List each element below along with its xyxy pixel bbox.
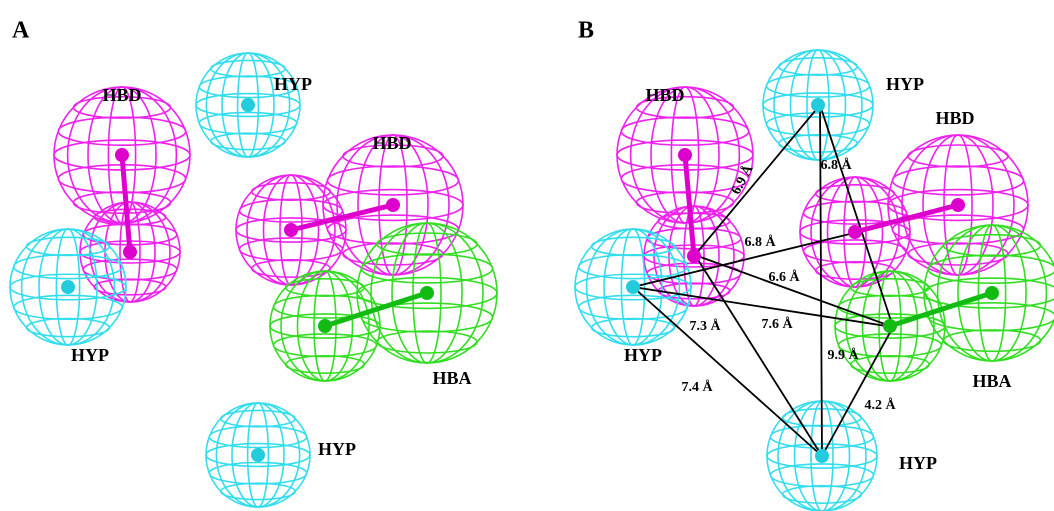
feature-label: HBA [972,371,1011,391]
feature-center [61,280,75,294]
feature-label: HYP [71,345,109,365]
feature-center [284,223,298,237]
sphere-latitude [851,279,930,296]
sphere-latitude [94,279,165,295]
sphere-latitude [221,410,295,426]
feature-center [811,98,825,112]
sphere-latitude [816,262,895,279]
feature-center [687,249,701,263]
sphere-latitude [816,185,895,202]
sphere-latitude [892,166,1023,195]
feature-center [420,286,434,300]
sphere-latitude [579,295,688,319]
feature-center [848,225,862,239]
feature-label: HYP [886,74,924,94]
feature-label: HYP [624,345,662,365]
sphere-latitude [783,486,862,503]
sphere-latitude [943,330,1040,351]
sphere-latitude [579,255,688,279]
feature-label: HBD [372,133,411,153]
distance-label: 6.8 Å [744,234,776,250]
feature-center [951,198,965,212]
sphere-latitude [27,237,110,255]
sphere-latitude [27,318,110,336]
feature-center [626,280,640,294]
feature-label: HYP [899,453,937,473]
distance-line [822,327,893,456]
sphere-latitude [377,331,477,353]
sphere-latitude [327,166,458,195]
sphere-latitude [221,483,295,499]
feature-center [883,319,897,333]
panel-label: A [12,18,30,44]
distance-line [695,105,820,255]
feature-label: HYP [274,74,312,94]
sphere-latitude [58,117,185,145]
feature-center [115,148,129,162]
sphere-latitude [252,260,331,277]
distance-label: 6.6 Å [768,269,800,285]
sphere-latitude [14,295,123,319]
feature-center [678,148,692,162]
sphere-latitude [252,183,331,200]
sphere-latitude [592,318,675,336]
distance-label: 9.9 Å [827,347,859,363]
distance-label: 6.8 Å [820,157,852,173]
feature-label: HBD [935,108,974,128]
feature-center [985,286,999,300]
figure: A B HBD HYP HBD HYP HBA HYP HBD HYP HBD HYP HBA HYP… [0,0,1054,511]
distance-label: 4.2 Å [864,397,896,413]
feature-label: HYP [318,439,356,459]
distance-label: 7.6 Å [761,316,793,332]
feature-center [386,198,400,212]
distance-label: 7.4 Å [681,379,713,395]
sphere-latitude [928,255,1054,283]
sphere-latitude [211,133,285,149]
sphere-latitude [621,117,748,145]
distance-line [695,255,822,456]
feature-label: HBD [102,85,141,105]
sphere-latitude [851,356,930,373]
sphere-latitude [908,145,1008,167]
feature-label: HBA [432,368,471,388]
sphere-latitude [286,356,365,373]
feature-center [318,319,332,333]
sphere-latitude [327,215,458,244]
feature-center [123,245,137,259]
sphere-latitude [779,58,858,75]
sphere-latitude [779,135,858,152]
feature-center [251,448,265,462]
panel-label: B [578,18,594,44]
sphere-latitude [286,279,365,296]
sphere-latitude [361,254,492,283]
distance-label: 7.3 Å [689,318,721,334]
sphere-latitude [908,243,1008,265]
feature-center [241,98,255,112]
feature-center [815,449,829,463]
feature-label: HBD [645,85,684,105]
